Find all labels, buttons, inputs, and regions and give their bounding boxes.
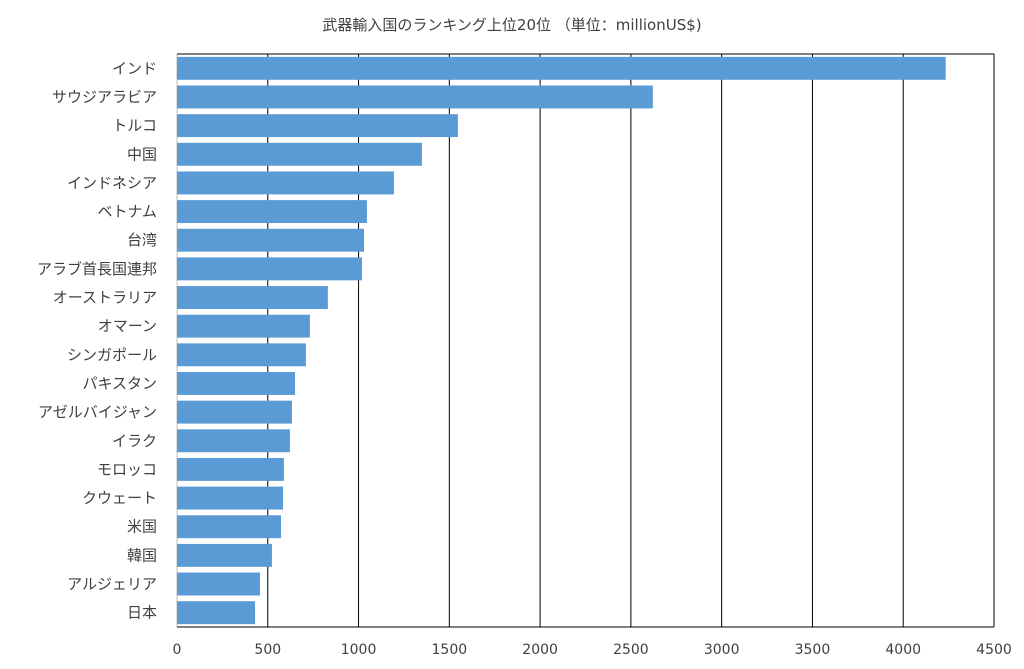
bar bbox=[177, 572, 260, 596]
y-category-label: 韓国 bbox=[127, 546, 157, 564]
y-category-label: 台湾 bbox=[127, 231, 157, 249]
y-category-label: クウェート bbox=[82, 489, 157, 507]
bar bbox=[177, 114, 458, 138]
bar bbox=[177, 429, 290, 453]
bar bbox=[177, 171, 394, 195]
bar bbox=[177, 142, 422, 166]
bar bbox=[177, 286, 328, 309]
y-category-label: サウジアラビア bbox=[52, 88, 157, 106]
y-category-label: アラブ首長国連邦 bbox=[37, 260, 157, 278]
y-category-label: アゼルバイジャン bbox=[38, 403, 157, 421]
bar bbox=[177, 56, 946, 80]
x-tick-label: 1000 bbox=[341, 642, 377, 658]
x-tick-label: 2000 bbox=[522, 642, 558, 658]
y-category-label: 日本 bbox=[127, 604, 157, 622]
x-tick-label: 0 bbox=[173, 642, 182, 658]
y-category-label: ベトナム bbox=[97, 203, 157, 221]
x-tick-label: 3500 bbox=[795, 642, 831, 658]
y-category-label: イラク bbox=[112, 432, 157, 450]
y-category-label: インドネシア bbox=[67, 174, 157, 192]
bar bbox=[177, 228, 365, 252]
bar bbox=[177, 85, 653, 109]
y-category-label: オーストラリア bbox=[53, 289, 157, 307]
x-tick-label: 3000 bbox=[704, 642, 740, 658]
bar bbox=[177, 400, 292, 424]
x-tick-label: 4000 bbox=[885, 642, 921, 658]
y-category-label: トルコ bbox=[112, 117, 157, 135]
bar bbox=[177, 601, 256, 625]
bar bbox=[177, 515, 282, 539]
y-category-label: インド bbox=[112, 59, 157, 77]
x-tick-label: 500 bbox=[254, 642, 281, 658]
bar bbox=[177, 200, 367, 224]
bar bbox=[177, 372, 296, 395]
y-category-label: 米国 bbox=[127, 518, 157, 536]
y-category-label: アルジェリア bbox=[67, 575, 157, 593]
y-category-label: モロッコ bbox=[97, 460, 157, 478]
bar bbox=[177, 343, 306, 367]
bar bbox=[177, 457, 284, 481]
y-category-label: パキスタン bbox=[82, 374, 157, 392]
bar bbox=[177, 543, 272, 567]
y-category-label: シンガポール bbox=[67, 346, 157, 364]
x-tick-label: 2500 bbox=[613, 642, 649, 658]
y-category-label: オマーン bbox=[98, 317, 157, 335]
x-tick-label: 4500 bbox=[976, 642, 1012, 658]
bar bbox=[177, 314, 310, 338]
chart-title: 武器輸入国のランキング上位20位 （単位：millionUS$) bbox=[322, 16, 702, 34]
x-tick-label: 1500 bbox=[432, 642, 468, 658]
y-category-label: 中国 bbox=[127, 145, 157, 163]
bar bbox=[177, 486, 284, 510]
bar bbox=[177, 257, 363, 281]
